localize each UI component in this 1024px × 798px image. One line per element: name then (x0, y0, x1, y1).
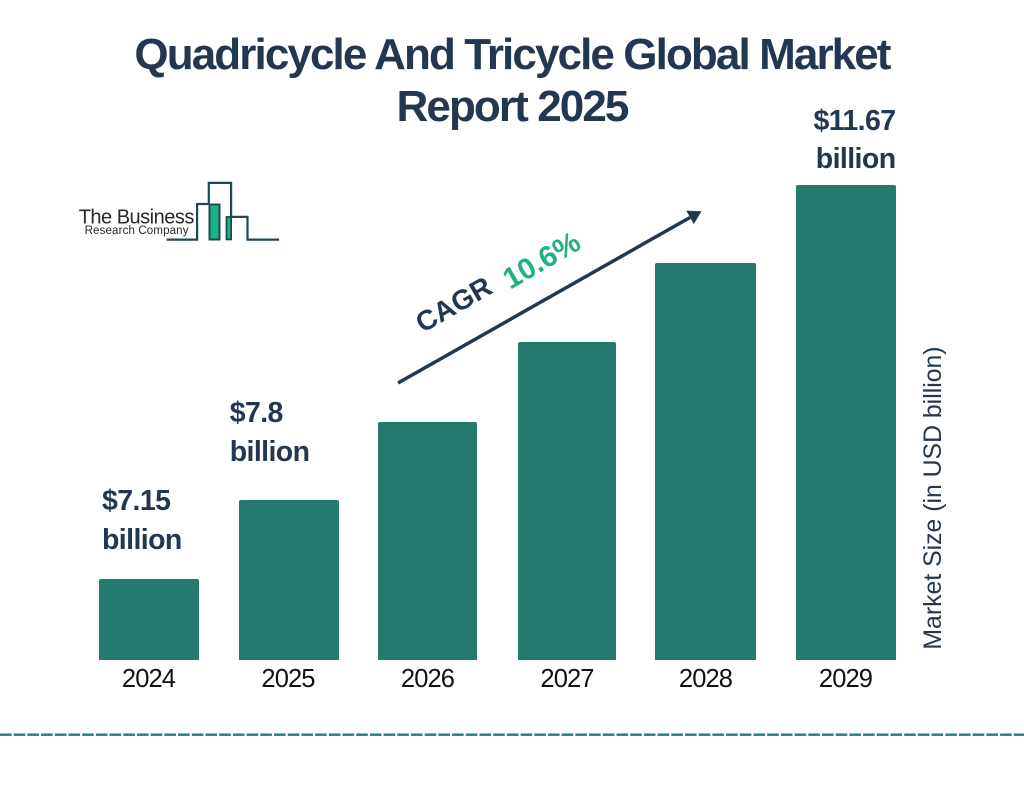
svg-text:Research Company: Research Company (85, 225, 189, 237)
svg-text:The Business: The Business (79, 207, 195, 229)
